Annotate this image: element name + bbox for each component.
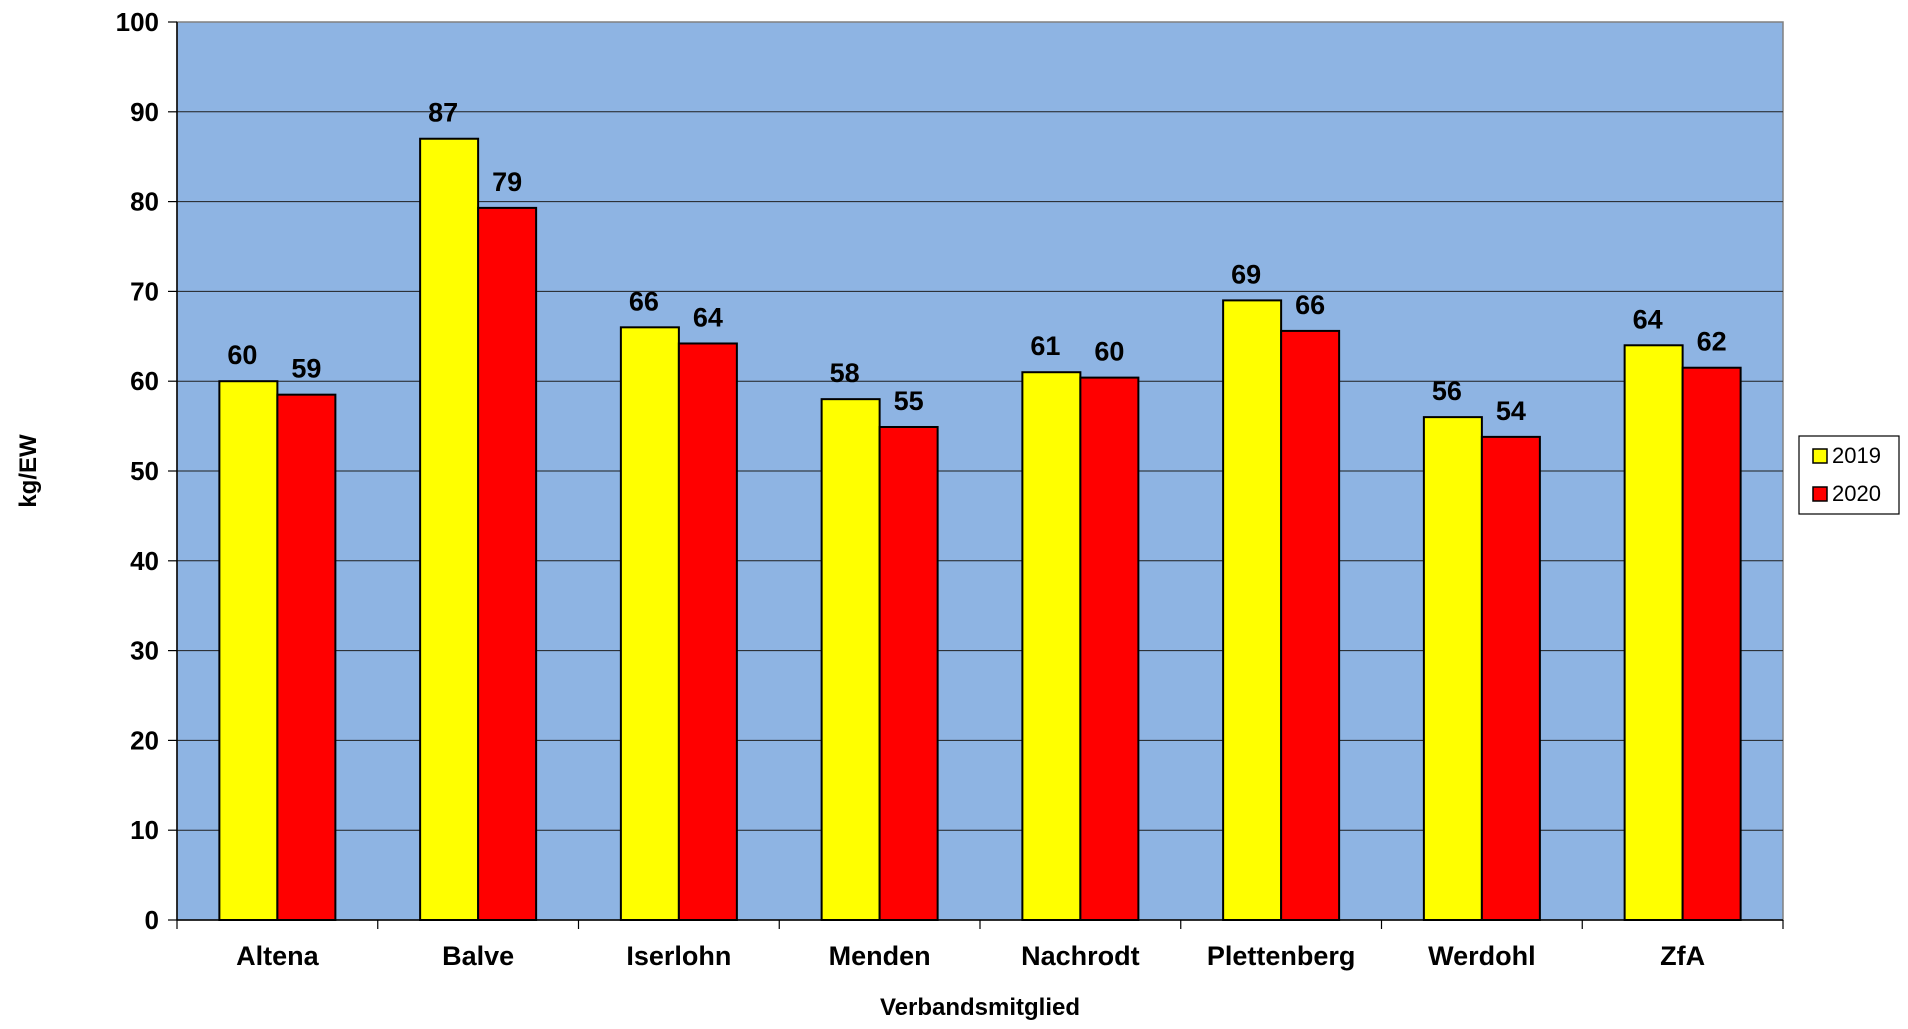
data-label-2019: 69 bbox=[1231, 259, 1261, 289]
x-tick-label: Iserlohn bbox=[626, 941, 731, 971]
data-label-2020: 59 bbox=[291, 354, 321, 384]
axes: 0 10 20 30 40 50 60 70 80 90 100 Altena Balve Iserloh… bbox=[116, 7, 1784, 971]
y-tick-label: 80 bbox=[130, 187, 159, 217]
x-tick-label: Balve bbox=[442, 941, 514, 971]
data-label-2020: 60 bbox=[1094, 337, 1124, 367]
data-label-2019: 58 bbox=[830, 358, 860, 388]
x-tick-label: Plettenberg bbox=[1207, 941, 1356, 971]
bar-2020 bbox=[276, 393, 337, 922]
x-tick-label: ZfA bbox=[1660, 941, 1705, 971]
y-tick-label: 0 bbox=[145, 905, 159, 935]
legend-swatch-2019 bbox=[1812, 448, 1828, 464]
bar-2020 bbox=[477, 206, 538, 922]
legend-swatch-2020 bbox=[1812, 486, 1828, 502]
x-tick-label: Menden bbox=[829, 941, 931, 971]
y-tick-label: 60 bbox=[130, 366, 159, 396]
data-label-2020: 62 bbox=[1697, 327, 1727, 357]
bar-2020 bbox=[1079, 376, 1140, 922]
bar-2019 bbox=[1623, 344, 1684, 921]
data-label-2019: 66 bbox=[629, 286, 659, 316]
bar-2019 bbox=[1021, 371, 1082, 922]
bar-2020 bbox=[878, 425, 939, 921]
x-tick-label: Altena bbox=[236, 941, 320, 971]
bar-2020 bbox=[677, 342, 738, 921]
data-label-2020: 79 bbox=[492, 167, 522, 197]
y-tick-label: 50 bbox=[130, 456, 159, 486]
x-tick-label: Nachrodt bbox=[1021, 941, 1140, 971]
y-tick-label: 30 bbox=[130, 636, 159, 666]
legend-label-2020: 2020 bbox=[1832, 481, 1881, 506]
x-tick-label: Werdohl bbox=[1428, 941, 1536, 971]
data-label-2019: 56 bbox=[1432, 376, 1462, 406]
y-tick-label: 20 bbox=[130, 725, 159, 755]
bar-2019 bbox=[1222, 299, 1283, 921]
data-label-2020: 64 bbox=[693, 302, 723, 332]
data-label-2019: 60 bbox=[227, 340, 257, 370]
data-label-2020: 66 bbox=[1295, 290, 1325, 320]
bar-2020 bbox=[1480, 435, 1541, 921]
y-axis-title: kg/EW bbox=[15, 434, 42, 508]
bar-2020 bbox=[1280, 329, 1341, 921]
legend: 2019 2020 bbox=[1798, 435, 1900, 515]
bar-2019 bbox=[419, 137, 480, 922]
bars bbox=[218, 137, 1742, 922]
data-labels: 60 59 87 79 66 64 58 55 61 60 69 66 56 54 64 62 bbox=[227, 98, 1726, 426]
y-tick-label: 70 bbox=[130, 276, 159, 306]
data-label-2019: 64 bbox=[1633, 304, 1663, 334]
legend-label-2019: 2019 bbox=[1832, 443, 1881, 468]
y-tick-label: 10 bbox=[130, 815, 159, 845]
y-tick-label: 100 bbox=[116, 7, 159, 37]
y-tick-label: 90 bbox=[130, 97, 159, 127]
bar-2019 bbox=[619, 326, 680, 921]
data-label-2019: 87 bbox=[428, 98, 458, 128]
data-label-2020: 54 bbox=[1496, 396, 1526, 426]
bar-2019 bbox=[218, 380, 279, 921]
bar-2019 bbox=[1422, 416, 1483, 921]
bar-2019 bbox=[820, 398, 881, 922]
y-tick-label: 40 bbox=[130, 546, 159, 576]
bar-2020 bbox=[1681, 366, 1742, 922]
data-label-2019: 61 bbox=[1030, 331, 1060, 361]
x-axis-title: Verbandsmitglied bbox=[880, 994, 1080, 1021]
data-label-2020: 55 bbox=[894, 386, 924, 416]
